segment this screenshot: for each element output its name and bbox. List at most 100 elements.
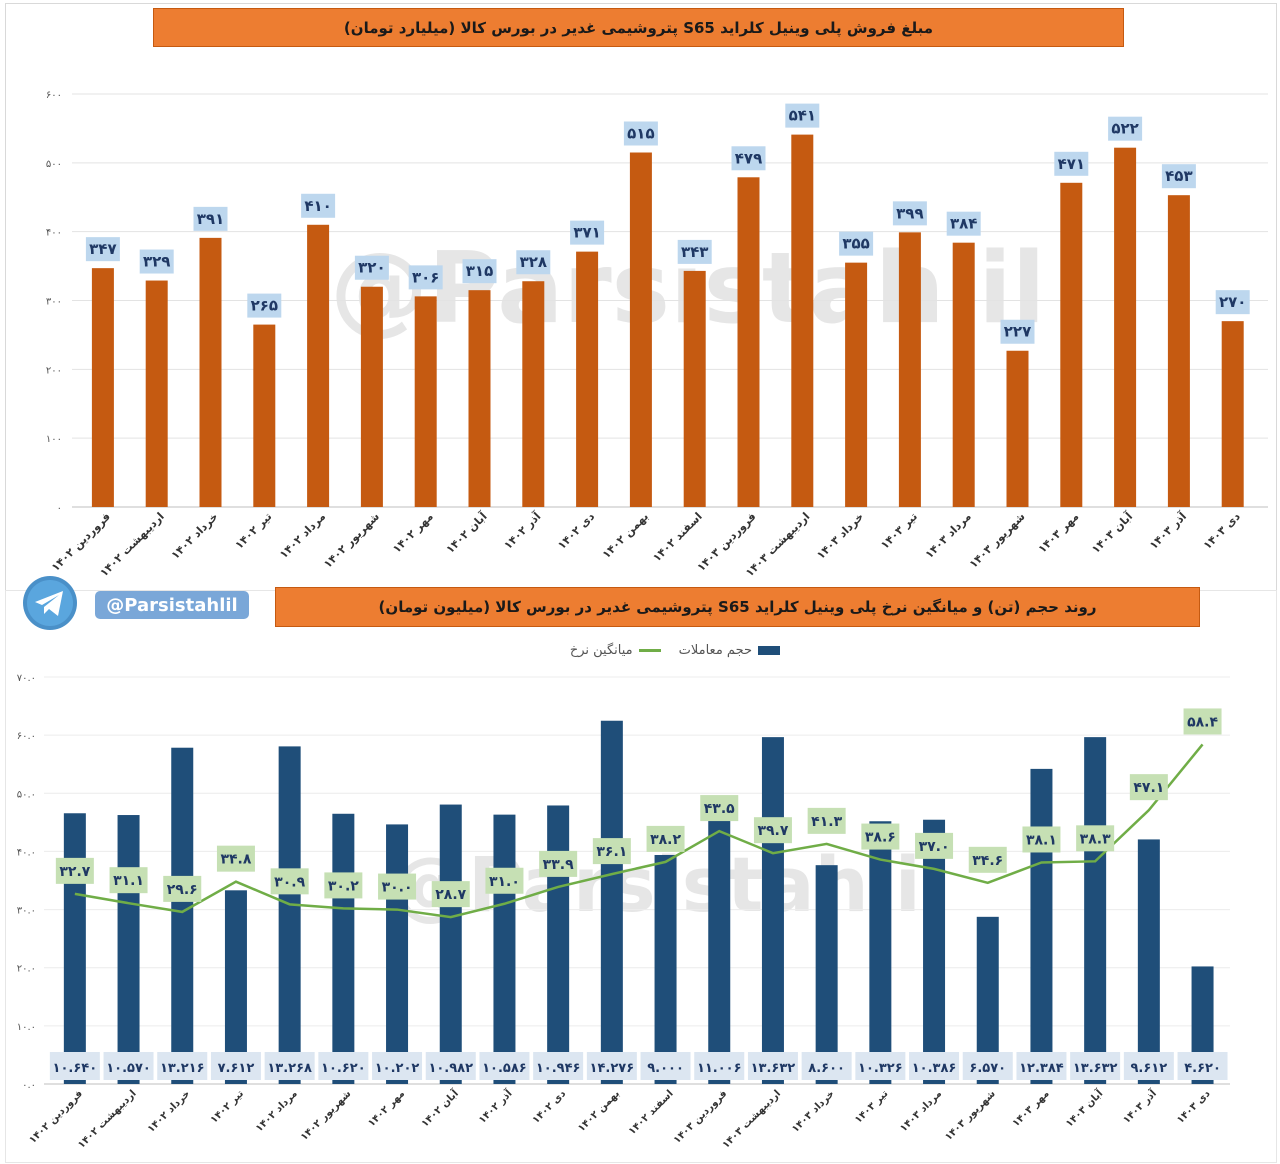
c2-price-label-bg xyxy=(807,807,846,834)
c2-volume-label: ۶.۵۷۰ xyxy=(969,1061,1006,1076)
c2-volume-bar xyxy=(547,805,570,1084)
c2-xtick: مرداد ۱۴۰۳ xyxy=(898,1088,944,1134)
c2-ytick-label: ۷۰.۰ xyxy=(17,673,36,684)
c2-volume-bar xyxy=(224,890,247,1084)
c2-volume-bar xyxy=(332,813,355,1084)
c2-price-label: ۳۳.۹ xyxy=(543,857,574,873)
c1-value-label: ۲۷۰ xyxy=(1219,293,1246,311)
c1-bar xyxy=(414,296,437,507)
c1-bar xyxy=(898,232,921,508)
c2-volume-bar xyxy=(600,720,623,1084)
c2-volume-label-bg xyxy=(1123,1052,1174,1080)
c1-bar xyxy=(1006,350,1029,507)
c2-price-label-bg xyxy=(1022,826,1061,853)
c2-xtick: اسفند ۱۴۰۲ xyxy=(627,1088,676,1137)
c2-xtick-label: دی ۱۴۰۳ xyxy=(1175,1088,1213,1126)
c1-value-label: ۵۴۱ xyxy=(789,107,816,125)
c2-xtick-label: اسفند ۱۴۰۲ xyxy=(627,1088,676,1137)
c1-value-label-bg xyxy=(1108,116,1143,141)
c1-bar xyxy=(199,237,222,507)
c1-value-label-bg xyxy=(193,206,228,231)
c2-volume-label: ۱۰.۵۷۰ xyxy=(106,1061,151,1076)
sales-chart-title: مبلغ فروش پلی وینیل کلراید S65 پتروشیمی … xyxy=(153,8,1124,47)
c2-volume-bar xyxy=(386,824,409,1084)
c2-price-label: ۳۴.۸ xyxy=(220,852,251,868)
c2-price-label-bg xyxy=(163,875,202,902)
c2-volume-bar xyxy=(439,804,462,1084)
c2-volume-label: ۱۴.۲۷۶ xyxy=(590,1061,635,1076)
c2-price-label: ۳۸.۳ xyxy=(1080,831,1111,847)
c1-bar xyxy=(145,280,168,507)
c1-value-label: ۴۵۳ xyxy=(1165,167,1192,185)
c2-volume-label: ۱۰.۲۰۲ xyxy=(375,1061,420,1076)
c1-value-label: ۲۶۵ xyxy=(251,297,278,315)
c2-price-label-bg xyxy=(1076,825,1115,852)
c2-xtick-label: دی ۱۴۰۲ xyxy=(531,1088,569,1126)
c2-volume-label-bg xyxy=(694,1052,745,1080)
c1-value-label-bg xyxy=(516,250,551,275)
c2-price-label: ۳۸.۶ xyxy=(865,830,896,846)
c1-value-label-bg xyxy=(1054,151,1089,176)
c2-volume-label: ۴.۶۲۰ xyxy=(1184,1061,1221,1076)
c2-xtick: خرداد ۱۴۰۲ xyxy=(146,1088,193,1135)
c2-volume-bar xyxy=(923,819,946,1084)
c2-volume-bar xyxy=(171,747,194,1084)
c2-volume-label: ۹.۰۰۰ xyxy=(647,1061,684,1076)
c2-ytick-label: ۱۰.۰ xyxy=(17,1022,36,1033)
c2-volume-label: ۱۲.۳۸۴ xyxy=(1019,1061,1064,1076)
c2-price-label-bg xyxy=(378,873,417,900)
c2-volume-bar xyxy=(815,865,838,1084)
c1-bar xyxy=(1221,321,1244,507)
c2-price-label: ۲۹.۶ xyxy=(167,882,198,898)
c2-volume-label: ۱۳.۶۳۲ xyxy=(1073,1061,1118,1076)
c2-volume-label-bg xyxy=(49,1052,100,1080)
c2-volume-label: ۱۰.۹۸۲ xyxy=(428,1061,473,1076)
c2-price-label: ۴۳.۵ xyxy=(704,801,735,817)
c2-volume-bar xyxy=(1084,737,1107,1084)
c2-xtick: اردیبهشت ۱۴۰۲ xyxy=(76,1088,139,1151)
c2-price-label-bg xyxy=(216,845,255,872)
c1-value-label: ۳۴۳ xyxy=(681,243,708,261)
channel-handle-badge[interactable]: @Parsistahlil xyxy=(95,591,249,619)
c2-volume-label: ۱۳.۶۳۲ xyxy=(751,1061,796,1076)
c2-volume-label-bg xyxy=(1177,1052,1228,1080)
c1-bar xyxy=(845,262,868,507)
c2-xtick-label: فروردین ۱۴۰۳ xyxy=(672,1088,730,1146)
c2-volume-label: ۸.۶۰۰ xyxy=(808,1061,845,1076)
c2-xtick-label: شهریور ۱۴۰۳ xyxy=(943,1088,998,1143)
c2-price-label: ۵۸.۴ xyxy=(1187,714,1218,730)
c1-value-label: ۳۸۴ xyxy=(950,215,977,233)
c2-price-label-bg xyxy=(55,857,94,884)
c1-bar xyxy=(737,177,760,507)
c2-price-label-bg xyxy=(1183,708,1222,735)
c1-value-label-bg xyxy=(892,201,927,226)
c2-volume-label-bg xyxy=(909,1052,960,1080)
c1-ytick-label: ۴۰۰ xyxy=(46,228,62,239)
c2-xtick: شهریور ۱۴۰۲ xyxy=(299,1088,354,1143)
c2-price-label-bg xyxy=(915,832,954,859)
c2-volume-label-bg xyxy=(425,1052,476,1080)
c2-volume-label-bg xyxy=(801,1052,852,1080)
c2-volume-label-bg xyxy=(640,1052,691,1080)
c2-price-label-bg xyxy=(109,867,148,894)
c2-volume-label-bg xyxy=(157,1052,208,1080)
c2-price-label-bg xyxy=(539,850,578,877)
c1-value-label: ۳۵۵ xyxy=(842,235,869,253)
c2-volume-label-bg xyxy=(103,1052,154,1080)
c2-price-line xyxy=(74,743,1204,919)
c1-value-label: ۴۷۹ xyxy=(735,149,762,167)
c2-volume-label-bg xyxy=(747,1052,798,1080)
c2-volume-label-bg xyxy=(1070,1052,1121,1080)
c2-xtick-label: آبان ۱۴۰۲ xyxy=(418,1087,461,1130)
c1-value-label-bg xyxy=(1215,290,1250,315)
c2-ytick-label: ۶۰.۰ xyxy=(17,731,36,742)
c2-xtick: دی ۱۴۰۳ xyxy=(1175,1088,1213,1126)
c1-ytick-label: ۲۰۰ xyxy=(46,365,62,376)
c2-xtick: تیر ۱۴۰۳ xyxy=(853,1088,891,1126)
telegram-icon[interactable] xyxy=(16,575,84,631)
c2-volume-label: ۱۰.۵۸۶ xyxy=(482,1061,527,1076)
legend-volume-swatch xyxy=(758,645,780,655)
c2-volume-label: ۷.۶۱۲ xyxy=(218,1061,255,1076)
c2-xtick: آبان ۱۴۰۲ xyxy=(418,1087,461,1130)
